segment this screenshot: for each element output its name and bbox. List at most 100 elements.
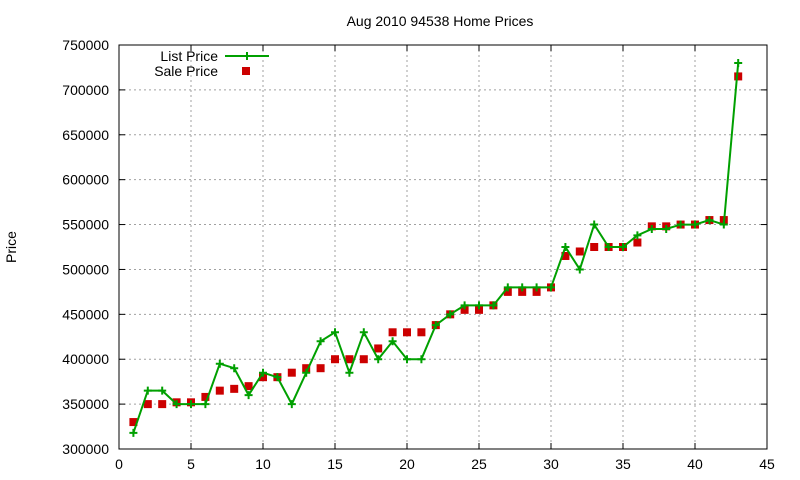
- list-price-point: [417, 355, 426, 364]
- y-axis: 300000 350000 400000 450000 500000 550000 6000…: [62, 37, 767, 457]
- legend-marker-list-price: [243, 52, 251, 60]
- plot-frame: [118, 44, 768, 450]
- legend-marker-sale-price: [242, 67, 250, 75]
- y-axis-label: Price: [3, 231, 19, 263]
- plot-area: [129, 58, 743, 437]
- sale-price-point: [230, 384, 239, 393]
- list-price-point: [734, 58, 743, 67]
- x-tick-label: 10: [255, 456, 271, 472]
- list-price-point: [158, 386, 167, 395]
- sale-price-point: [215, 386, 224, 395]
- list-price-point: [287, 400, 296, 409]
- list-price-point: [345, 368, 354, 377]
- chart-title: Aug 2010 94538 Home Prices: [347, 13, 534, 29]
- sale-price-point: [417, 328, 426, 337]
- list-price-point: [403, 355, 411, 364]
- sale-price-point: [518, 287, 527, 296]
- list-price-point: [359, 328, 368, 337]
- x-tick-label: 25: [471, 456, 487, 472]
- sale-price-point: [388, 328, 397, 337]
- list-price-point: [575, 265, 584, 274]
- list-price-point: [475, 301, 483, 310]
- sale-price-point: [287, 368, 296, 377]
- list-price-point: [446, 310, 455, 319]
- list-price-point: [719, 220, 728, 229]
- sale-price-point: [503, 287, 512, 296]
- list-price-point: [619, 243, 627, 251]
- list-price-point: [230, 364, 239, 373]
- list-price-point: [561, 243, 570, 251]
- list-price-point: [201, 400, 210, 409]
- sale-price-point: [316, 364, 325, 373]
- sale-price-point: [532, 287, 541, 296]
- list-price-point: [302, 368, 311, 377]
- list-price-point: [331, 328, 339, 337]
- y-tick-label: 550000: [62, 217, 109, 233]
- list-price-point: [503, 283, 512, 292]
- y-tick-label: 450000: [62, 306, 109, 322]
- list-price-point: [244, 391, 253, 400]
- sale-price-point: [590, 243, 599, 251]
- list-price-point: [316, 337, 325, 346]
- list-price-point: [662, 225, 671, 234]
- legend-label-sale-price: Sale Price: [154, 63, 218, 79]
- list-price-point: [129, 428, 138, 437]
- sale-price-point: [345, 355, 354, 364]
- y-tick-label: 300000: [62, 441, 109, 457]
- y-tick-label: 750000: [62, 37, 109, 53]
- sale-price-point: [734, 72, 743, 81]
- list-price-point: [374, 355, 383, 364]
- x-tick-label: 20: [399, 456, 415, 472]
- list-price-point: [532, 283, 541, 292]
- x-tick-label: 40: [687, 456, 703, 472]
- sale-price-point: [129, 418, 138, 427]
- list-price-point: [676, 220, 685, 229]
- list-price-point: [273, 373, 282, 382]
- x-tick-label: 0: [115, 456, 123, 472]
- sale-price-point: [259, 373, 267, 382]
- list-price-point: [215, 359, 224, 368]
- list-price-point: [691, 220, 699, 229]
- x-tick-label: 30: [543, 456, 559, 472]
- list-price-line: [132, 62, 740, 434]
- list-price-point: [604, 243, 613, 251]
- sale-price-point: [158, 400, 167, 409]
- sale-price-point: [302, 364, 311, 373]
- sale-price-point: [575, 247, 584, 256]
- sale-price-point: [244, 382, 253, 391]
- y-tick-label: 700000: [62, 82, 109, 98]
- y-tick-label: 400000: [62, 351, 109, 367]
- sale-price-point: [561, 251, 570, 260]
- sale-price-point: [460, 305, 469, 314]
- x-tick-label: 45: [759, 456, 775, 472]
- list-price-point: [705, 216, 714, 225]
- sale-price-point: [331, 355, 339, 364]
- legend-label-list-price: List Price: [160, 48, 218, 64]
- list-price-point: [172, 400, 181, 409]
- y-tick-label: 350000: [62, 396, 109, 412]
- y-tick-label: 500000: [62, 261, 109, 277]
- x-tick-label: 15: [327, 456, 343, 472]
- list-price-point: [143, 386, 152, 395]
- list-price-point: [633, 231, 642, 240]
- sale-price-point: [143, 400, 152, 409]
- list-price-point: [431, 321, 440, 330]
- list-price-point: [647, 225, 656, 234]
- y-tick-label: 600000: [62, 172, 109, 188]
- legend: List Price Sale Price: [154, 48, 269, 79]
- y-tick-label: 650000: [62, 127, 109, 143]
- sale-price-point: [475, 305, 483, 314]
- sale-price-point: [201, 392, 210, 401]
- x-tick-label: 35: [615, 456, 631, 472]
- list-price-point: [259, 368, 267, 377]
- x-axis: 0 5 10 15 20 25 30 35 40 45: [115, 45, 775, 472]
- list-price-point: [547, 283, 555, 292]
- sale-price-point: [403, 328, 411, 337]
- list-price-point: [518, 283, 527, 292]
- sale-price-point: [359, 355, 368, 364]
- grid: [119, 45, 767, 449]
- x-tick-label: 5: [187, 456, 195, 472]
- list-price-point: [590, 220, 599, 229]
- list-price-point: [187, 400, 195, 409]
